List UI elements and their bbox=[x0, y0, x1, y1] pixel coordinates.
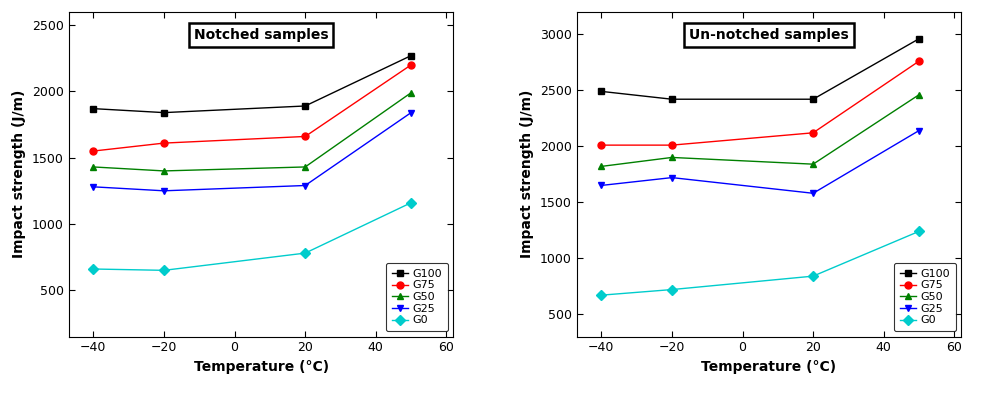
Line: G50: G50 bbox=[90, 89, 415, 174]
G50 bbox=[158, 169, 170, 173]
G25 bbox=[913, 128, 925, 133]
G75 bbox=[913, 59, 925, 63]
G50 bbox=[299, 165, 311, 169]
G25 bbox=[666, 175, 678, 180]
X-axis label: Temperature (°C): Temperature (°C) bbox=[193, 360, 329, 374]
Line: G50: G50 bbox=[597, 91, 922, 170]
Text: Notched samples: Notched samples bbox=[194, 28, 329, 42]
G75 bbox=[299, 134, 311, 139]
G75 bbox=[666, 143, 678, 147]
G100 bbox=[158, 110, 170, 115]
X-axis label: Temperature (°C): Temperature (°C) bbox=[701, 360, 837, 374]
G75 bbox=[405, 63, 417, 67]
G75 bbox=[158, 141, 170, 145]
G50 bbox=[595, 164, 607, 169]
G100 bbox=[405, 53, 417, 58]
G0 bbox=[595, 293, 607, 297]
Line: G75: G75 bbox=[90, 61, 415, 154]
G25 bbox=[299, 183, 311, 188]
Line: G0: G0 bbox=[597, 228, 922, 299]
Line: G25: G25 bbox=[90, 109, 415, 194]
G50 bbox=[405, 90, 417, 95]
G0 bbox=[913, 229, 925, 234]
Text: Un-notched samples: Un-notched samples bbox=[689, 28, 849, 42]
G25 bbox=[405, 110, 417, 115]
Legend: G100, G75, G50, G25, G0: G100, G75, G50, G25, G0 bbox=[387, 263, 448, 331]
Legend: G100, G75, G50, G25, G0: G100, G75, G50, G25, G0 bbox=[894, 263, 955, 331]
G75 bbox=[595, 143, 607, 147]
G100 bbox=[666, 97, 678, 102]
G100 bbox=[87, 106, 99, 111]
Y-axis label: Impact strength (J/m): Impact strength (J/m) bbox=[13, 90, 26, 259]
G100 bbox=[595, 89, 607, 94]
G75 bbox=[87, 148, 99, 153]
G100 bbox=[807, 97, 819, 102]
G25 bbox=[807, 191, 819, 196]
G100 bbox=[299, 104, 311, 109]
Line: G100: G100 bbox=[90, 52, 415, 116]
G25 bbox=[158, 188, 170, 193]
Y-axis label: Impact strength (J/m): Impact strength (J/m) bbox=[520, 90, 535, 259]
Line: G75: G75 bbox=[597, 58, 922, 148]
G50 bbox=[666, 155, 678, 160]
G25 bbox=[595, 183, 607, 188]
Line: G0: G0 bbox=[90, 199, 415, 274]
Line: G100: G100 bbox=[597, 35, 922, 103]
G25 bbox=[87, 185, 99, 189]
G0 bbox=[87, 267, 99, 271]
G0 bbox=[158, 268, 170, 273]
G50 bbox=[87, 165, 99, 169]
G0 bbox=[299, 251, 311, 255]
G0 bbox=[807, 274, 819, 278]
G100 bbox=[913, 36, 925, 41]
Line: G25: G25 bbox=[597, 127, 922, 197]
G0 bbox=[666, 287, 678, 292]
G50 bbox=[913, 92, 925, 97]
G50 bbox=[807, 162, 819, 167]
G75 bbox=[807, 130, 819, 135]
G0 bbox=[405, 200, 417, 205]
